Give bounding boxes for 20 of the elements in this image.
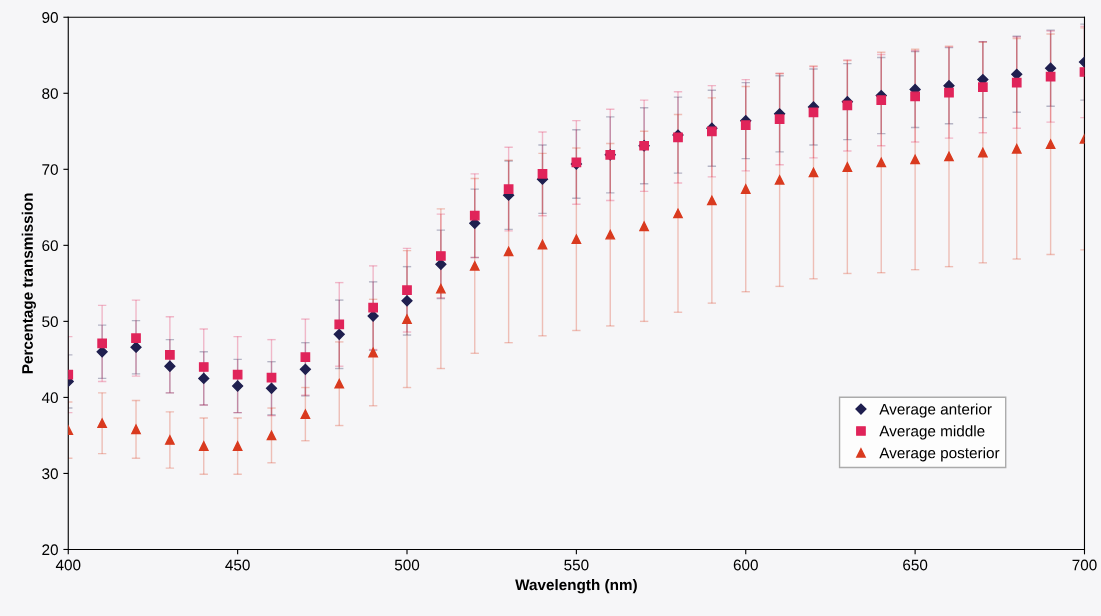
x-tick-label: 550 [564, 559, 589, 571]
y-tick-label: 90 [42, 12, 58, 23]
y-tick-label: 30 [42, 468, 58, 480]
x-tick-label: 450 [225, 559, 250, 571]
legend-label: Average anterior [879, 403, 992, 418]
y-tick-label: 70 [42, 164, 58, 175]
x-tick-label: 700 [1072, 559, 1097, 571]
x-tick-label: 400 [55, 559, 81, 571]
x-tick-label: 600 [733, 559, 758, 571]
legend-label: Average middle [879, 425, 985, 440]
legend-label: Average posterior [879, 447, 1000, 462]
y-axis-title: Percentage transmission [21, 193, 36, 374]
y-tick-label: 50 [42, 316, 58, 328]
x-tick-label: 650 [903, 559, 928, 571]
y-tick-label: 40 [41, 392, 58, 404]
y-tick-label: 20 [42, 544, 58, 556]
y-tick-label: 60 [42, 240, 58, 252]
x-axis-title: Wavelength (nm) [515, 578, 637, 594]
y-tick-label: 80 [42, 88, 58, 99]
x-tick-label: 500 [394, 559, 420, 571]
